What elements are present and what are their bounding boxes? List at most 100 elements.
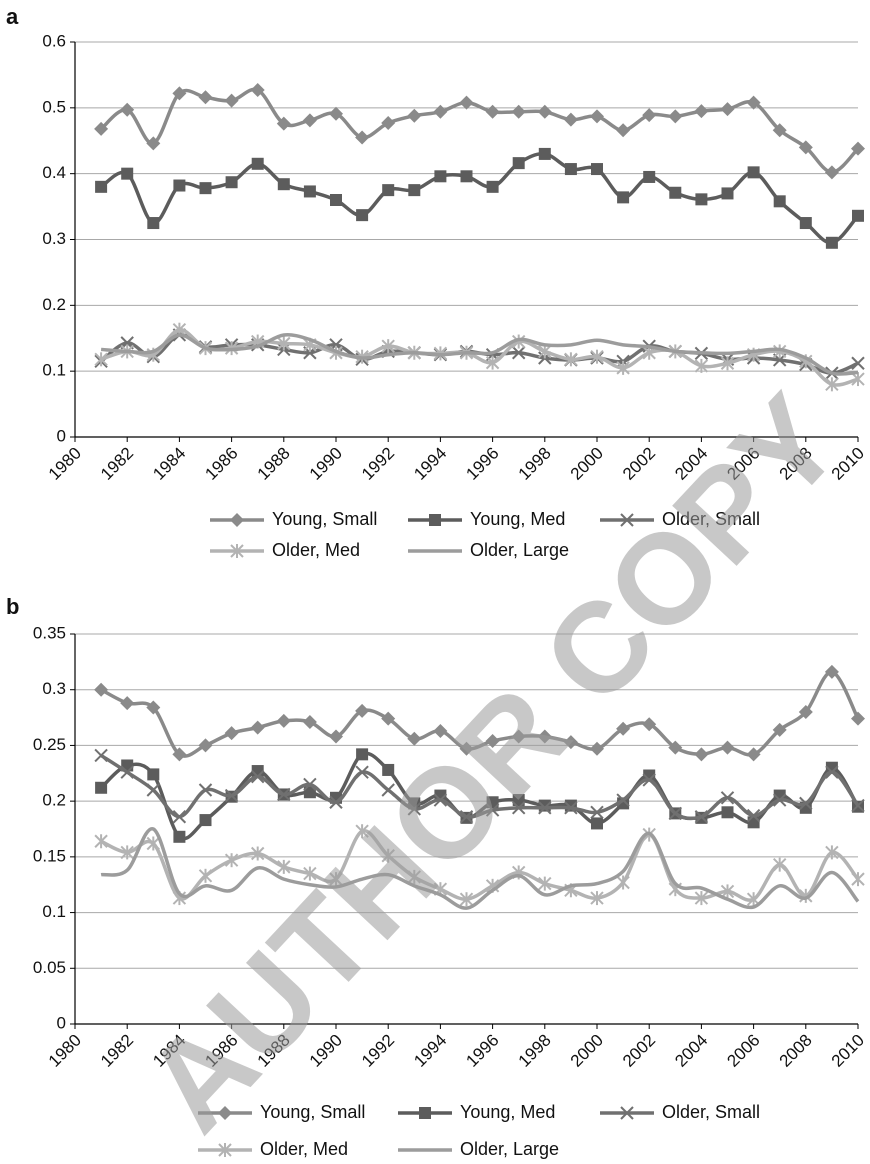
marker-x <box>459 810 474 824</box>
marker-star <box>94 834 108 849</box>
marker-diamond <box>798 140 813 155</box>
marker-square <box>825 761 838 774</box>
marker-x <box>851 798 865 813</box>
marker-diamond <box>407 108 422 123</box>
marker-diamond <box>250 83 265 98</box>
marker-diamond <box>329 729 343 744</box>
marker-diamond <box>668 109 683 124</box>
series-line <box>99 87 860 175</box>
x-tick-label: 1988 <box>254 444 294 484</box>
marker-diamond <box>459 95 474 110</box>
marker-diamond <box>120 102 135 117</box>
marker-x <box>825 765 839 779</box>
marker-stroke <box>120 765 134 779</box>
marker-x <box>746 808 761 823</box>
legend-label: Young, Med <box>460 1102 555 1122</box>
marker-x <box>694 810 709 824</box>
marker-diamond <box>407 731 422 746</box>
marker-diamond <box>329 106 343 121</box>
marker-diamond <box>146 700 161 715</box>
marker-stroke <box>511 801 526 815</box>
marker-star <box>694 358 709 373</box>
marker-stroke <box>407 802 422 816</box>
marker-star <box>616 360 630 375</box>
marker-star <box>538 876 552 891</box>
marker-square <box>852 209 864 222</box>
x-tick-label: 1996 <box>462 444 502 484</box>
marker-square <box>721 806 734 819</box>
x-tick-label: 1980 <box>45 444 85 484</box>
marker-star <box>277 859 291 874</box>
x-tick-label: 1994 <box>410 444 450 484</box>
marker-stroke <box>851 356 865 370</box>
marker-diamond <box>485 733 500 748</box>
legend-label: Young, Small <box>260 1102 365 1122</box>
marker-square <box>419 1107 431 1119</box>
marker-star <box>407 869 422 884</box>
marker-square <box>199 814 212 827</box>
legend-label: Older, Small <box>662 1102 760 1122</box>
y-tick-label: 0.6 <box>42 31 66 50</box>
marker-square <box>591 817 603 830</box>
marker-stroke <box>825 765 839 779</box>
marker-diamond <box>172 86 187 101</box>
y-tick-label: 0.3 <box>42 229 66 248</box>
marker-square <box>643 170 656 183</box>
marker-stroke <box>772 793 787 807</box>
x-tick-label: 1996 <box>462 1031 502 1071</box>
marker-star <box>224 853 239 868</box>
marker-x <box>172 810 187 824</box>
marker-square <box>121 167 134 180</box>
legend-label: Older, Med <box>272 540 360 560</box>
marker-stroke <box>620 1106 634 1120</box>
marker-star <box>851 372 865 387</box>
x-tick-label: 1998 <box>515 444 555 484</box>
marker-star <box>355 824 369 839</box>
marker-star <box>230 544 244 558</box>
marker-stroke <box>94 748 108 763</box>
marker-stroke <box>538 801 552 815</box>
marker-diamond <box>746 95 761 110</box>
marker-x <box>616 793 630 807</box>
marker-x <box>198 783 213 797</box>
marker-diamond <box>355 703 370 718</box>
marker-diamond <box>642 717 657 732</box>
y-tick-label: 0.2 <box>42 791 66 810</box>
marker-diamond <box>720 740 735 755</box>
marker-square <box>669 186 682 199</box>
marker-square <box>277 178 290 191</box>
marker-x <box>511 801 526 815</box>
marker-diamond <box>302 715 317 730</box>
marker-stroke <box>851 798 865 813</box>
marker-square <box>747 816 760 829</box>
marker-diamond <box>563 735 578 750</box>
marker-square <box>747 166 760 179</box>
marker-diamond <box>694 747 709 762</box>
marker-square <box>564 163 577 176</box>
y-tick-label: 0.1 <box>42 902 66 921</box>
y-tick-label: 0 <box>57 426 66 445</box>
marker-diamond <box>94 682 109 697</box>
marker-stroke <box>485 803 500 817</box>
marker-x <box>303 777 317 792</box>
marker-stroke <box>433 793 448 807</box>
marker-diamond <box>146 136 161 151</box>
marker-square <box>538 147 551 160</box>
marker-x <box>511 346 526 360</box>
marker-stroke <box>511 346 526 360</box>
x-tick-label: 1990 <box>306 444 346 484</box>
marker-square <box>382 184 395 197</box>
marker-diamond <box>459 741 474 756</box>
marker-star <box>772 344 787 359</box>
marker-star <box>564 352 578 367</box>
marker-square <box>147 768 160 781</box>
marker-stroke <box>642 773 656 787</box>
marker-diamond <box>198 738 213 753</box>
marker-stroke <box>329 795 343 809</box>
marker-diamond <box>218 1106 232 1120</box>
marker-square <box>251 157 264 170</box>
marker-square <box>486 180 499 193</box>
marker-square <box>173 830 186 843</box>
marker-diamond <box>563 112 578 127</box>
